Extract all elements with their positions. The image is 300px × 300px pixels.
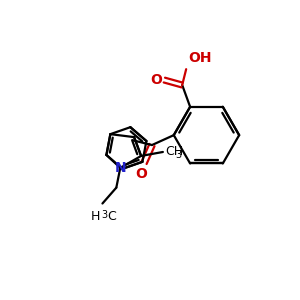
Text: OH: OH [188, 51, 211, 65]
Text: N: N [115, 161, 126, 175]
Text: C: C [107, 210, 116, 224]
Text: O: O [151, 73, 162, 87]
Text: O: O [135, 167, 147, 181]
Text: CH: CH [165, 146, 183, 158]
Text: 3: 3 [101, 210, 108, 220]
Text: 3: 3 [176, 150, 182, 160]
Text: H: H [91, 210, 101, 224]
